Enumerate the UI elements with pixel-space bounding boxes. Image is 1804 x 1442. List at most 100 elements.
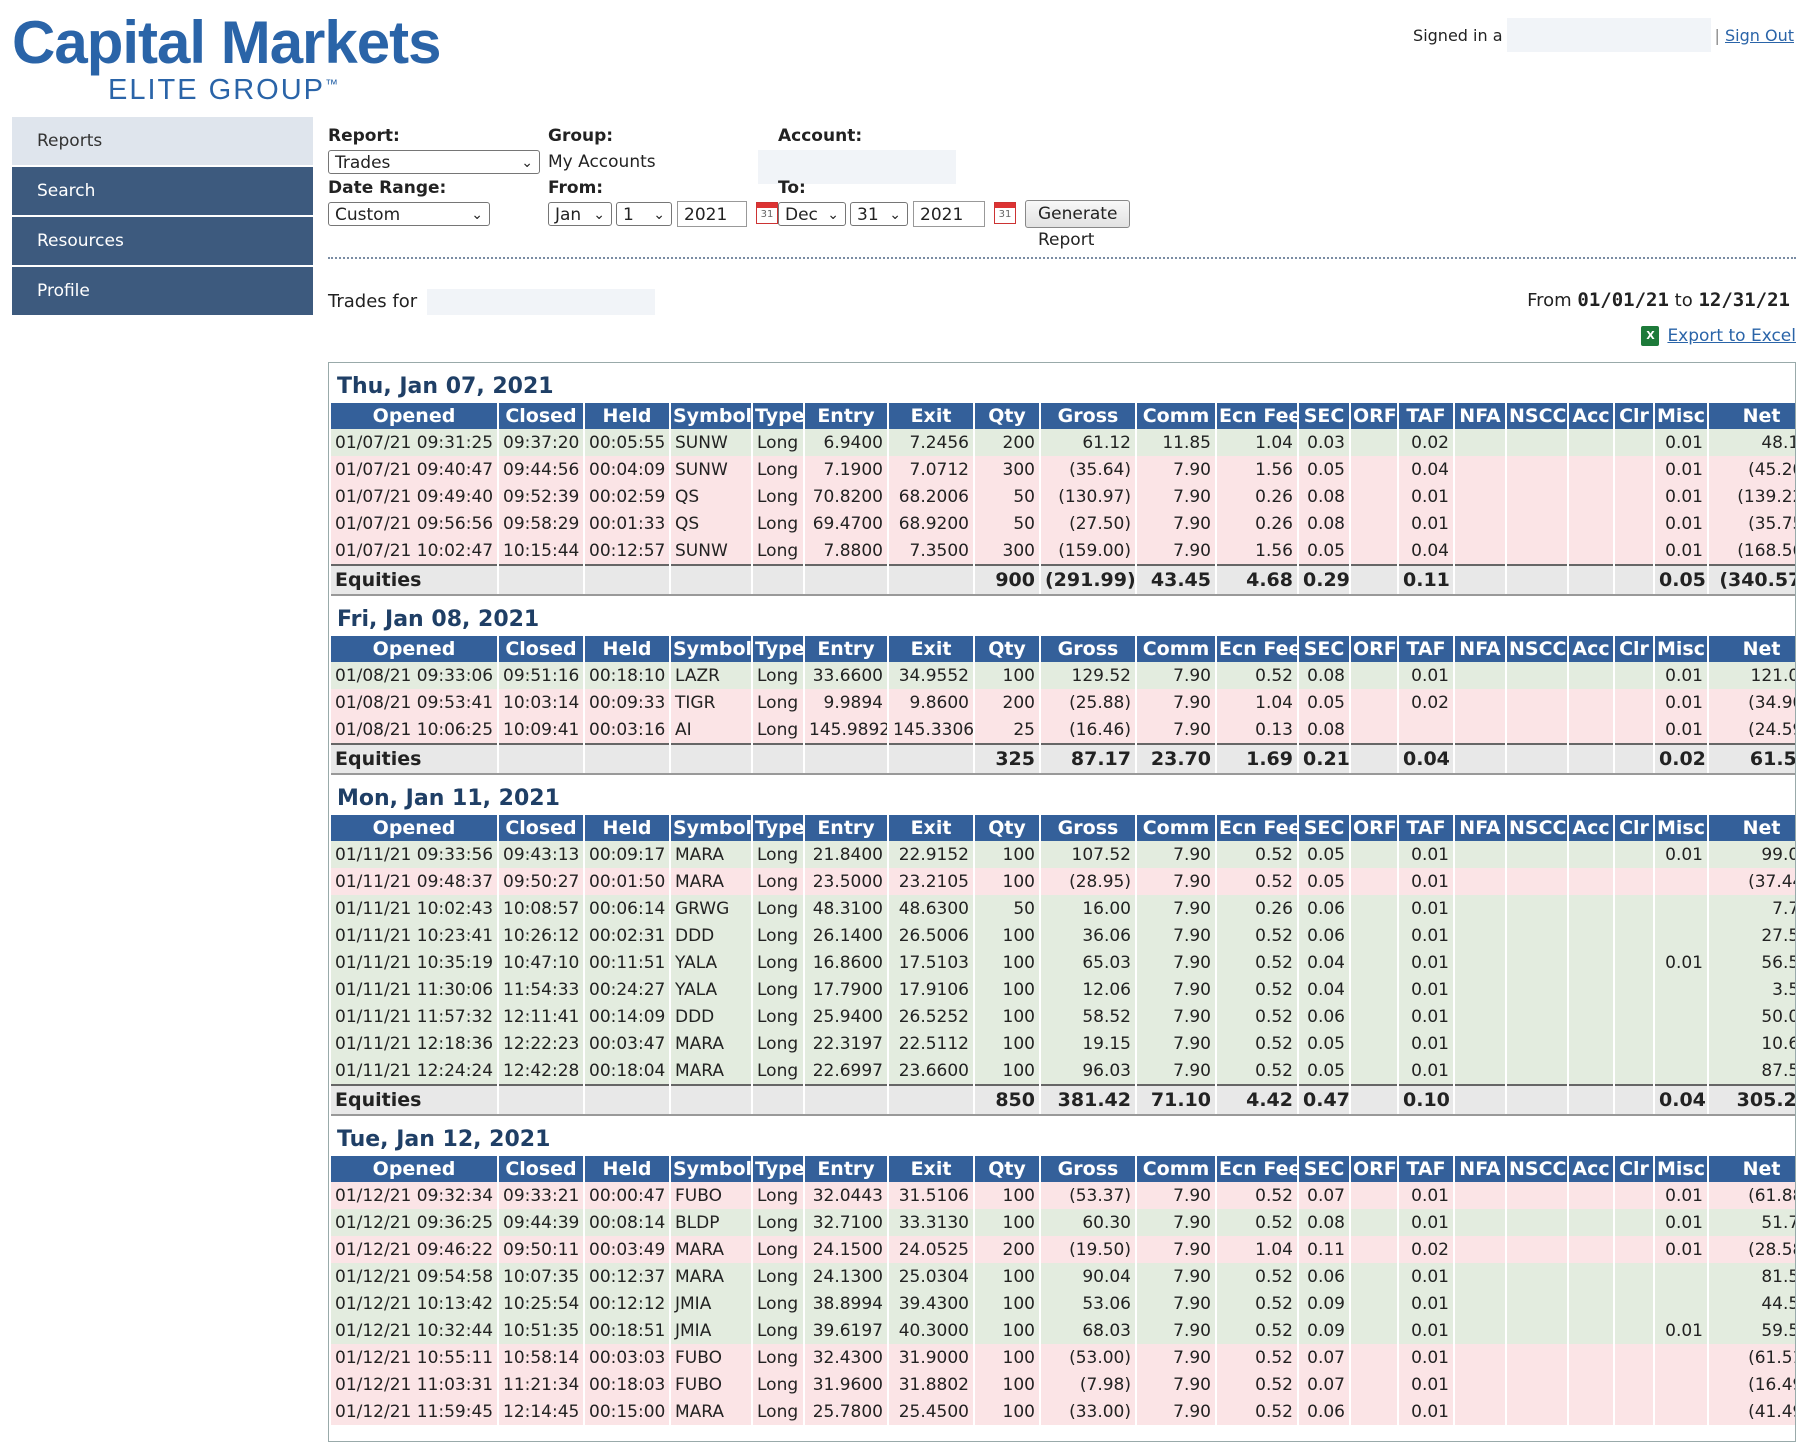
table-row: 01/08/21 09:53:41 10:03:14 00:09:33 TIGR Lon… [331, 689, 1795, 716]
table-cell: 09:51:16 [498, 662, 585, 689]
table-cell: 0.01 [1398, 1057, 1455, 1085]
column-header: Ecn Fee [1216, 636, 1299, 662]
from-calendar-icon[interactable]: 31 [756, 202, 778, 224]
table-cell: SUNW [670, 429, 753, 456]
total-cell [1568, 564, 1615, 596]
from-day-select[interactable]: 1 ⌄ [616, 202, 672, 226]
table-cell [1454, 1371, 1507, 1398]
table-cell [1506, 483, 1569, 510]
to-month-select[interactable]: Dec ⌄ [778, 202, 846, 226]
table-cell: AI [670, 716, 753, 744]
total-cell [498, 743, 585, 775]
column-header: Acc [1568, 636, 1615, 662]
table-cell: 7.90 [1136, 922, 1217, 949]
table-cell: 00:01:33 [584, 510, 671, 537]
table-cell: 0.07 [1298, 1344, 1351, 1371]
table-cell: 10:03:14 [498, 689, 585, 716]
table-cell: 00:00:47 [584, 1182, 671, 1209]
table-cell [1506, 429, 1569, 456]
table-cell: Long [752, 1057, 805, 1085]
excel-icon[interactable]: X [1641, 326, 1660, 346]
export-to-excel-link[interactable]: Export to Excel [1667, 326, 1796, 346]
column-header: ORF [1350, 636, 1399, 662]
table-cell [1568, 1057, 1615, 1085]
table-cell [1454, 1003, 1507, 1030]
day-section: Thu, Jan 07, 2021 Opened Closed Held Symbol T… [331, 363, 1795, 596]
table-cell: Long [752, 456, 805, 483]
table-cell [1568, 841, 1615, 868]
to-day-select[interactable]: 31 ⌄ [850, 202, 908, 226]
column-header: Closed [498, 403, 585, 429]
table-cell: 50 [974, 895, 1041, 922]
table-cell [1454, 1030, 1507, 1057]
table-cell: 129.52 [1040, 662, 1137, 689]
table-row: 01/11/21 11:57:32 12:11:41 00:14:09 DDD Long… [331, 1003, 1795, 1030]
table-cell: 01/08/21 09:33:06 [331, 662, 499, 689]
generate-report-button[interactable]: Generate Report [1025, 200, 1131, 250]
table-cell [1614, 429, 1655, 456]
table-cell: Long [752, 1030, 805, 1057]
trades-table: Opened Closed Held Symbol Type Entry Exit Qty Gr… [331, 636, 1795, 775]
table-cell [1454, 662, 1507, 689]
table-row: 01/07/21 09:49:40 09:52:39 00:02:59 QS Long 7… [331, 483, 1795, 510]
sign-out-link[interactable]: Sign Out [1725, 25, 1794, 45]
sidebar-item-profile[interactable]: Profile [12, 267, 313, 315]
column-header: Clr [1614, 403, 1655, 429]
table-cell [1506, 1317, 1569, 1344]
table-cell [1568, 895, 1615, 922]
table-cell [1614, 922, 1655, 949]
table-cell [1568, 1398, 1615, 1425]
total-cell [1506, 743, 1569, 775]
table-row: 01/12/21 09:54:58 10:07:35 00:12:37 MARA Lon… [331, 1263, 1795, 1290]
table-cell: 26.1400 [804, 922, 889, 949]
table-cell: JMIA [670, 1290, 753, 1317]
table-cell: 107.52 [1040, 841, 1137, 868]
column-header: NFA [1454, 636, 1507, 662]
to-year-input[interactable]: 2021 [913, 201, 985, 227]
from-year-input[interactable]: 2021 [677, 201, 747, 227]
table-cell: Long [752, 1209, 805, 1236]
day-title: Mon, Jan 11, 2021 [337, 786, 560, 811]
sidebar-item-reports[interactable]: Reports [12, 117, 313, 165]
column-header: Comm [1136, 636, 1217, 662]
table-cell: 09:33:21 [498, 1182, 585, 1209]
table-cell [1506, 716, 1569, 744]
table-cell [1506, 1263, 1569, 1290]
table-cell: 01/12/21 09:32:34 [331, 1182, 499, 1209]
table-cell: 11.85 [1136, 429, 1217, 456]
column-header: SEC [1298, 636, 1351, 662]
table-cell: 01/12/21 11:03:31 [331, 1371, 499, 1398]
table-cell: 0.01 [1398, 1209, 1455, 1236]
report-select[interactable]: Trades ⌄ [328, 150, 540, 174]
table-cell: 0.08 [1298, 1209, 1351, 1236]
totals-row: Equities 900 (291.99) 43.45 4.68 0.29 0.11 0.05… [331, 564, 1795, 596]
table-cell: FUBO [670, 1371, 753, 1398]
column-header: Gross [1040, 1156, 1137, 1182]
date-range-select[interactable]: Custom ⌄ [328, 202, 490, 226]
table-cell: 00:18:10 [584, 662, 671, 689]
sidebar-item-search[interactable]: Search [12, 167, 313, 215]
table-cell [1614, 949, 1655, 976]
table-cell: 100 [974, 922, 1041, 949]
column-header: Entry [804, 403, 889, 429]
table-cell [1506, 510, 1569, 537]
table-cell: (53.00) [1040, 1344, 1137, 1371]
table-cell: 0.07 [1298, 1371, 1351, 1398]
table-cell: 7.90 [1136, 510, 1217, 537]
table-cell: 60.30 [1040, 1209, 1137, 1236]
table-cell: 00:15:00 [584, 1398, 671, 1425]
from-month-select[interactable]: Jan ⌄ [548, 202, 612, 226]
table-cell: 0.52 [1216, 662, 1299, 689]
table-cell [1454, 1317, 1507, 1344]
table-cell: 59.50 [1708, 1317, 1795, 1344]
table-cell: 0.01 [1654, 1182, 1709, 1209]
table-cell [1568, 1236, 1615, 1263]
table-cell [1654, 895, 1709, 922]
total-cell [670, 1084, 753, 1116]
table-cell [1350, 662, 1399, 689]
table-cell [1506, 1182, 1569, 1209]
total-cell [498, 564, 585, 596]
sidebar-item-resources[interactable]: Resources [12, 217, 313, 265]
column-header: Held [584, 815, 671, 841]
to-calendar-icon[interactable]: 31 [994, 202, 1016, 224]
